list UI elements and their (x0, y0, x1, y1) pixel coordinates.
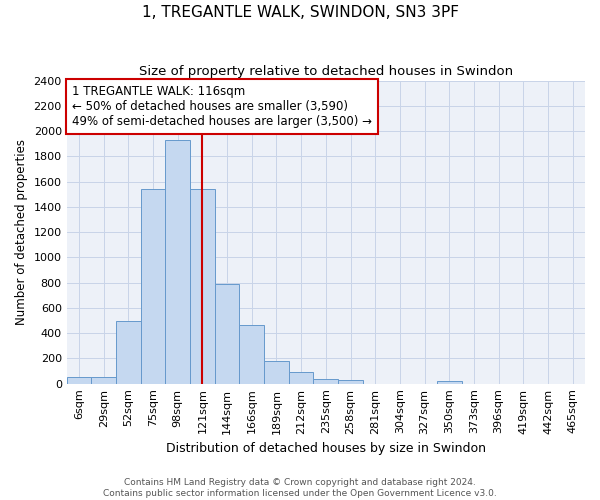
Bar (166, 140, 190, 384)
Text: 1 TREGANTLE WALK: 116sqm
← 50% of detached houses are smaller (3,590)
49% of sem: 1 TREGANTLE WALK: 116sqm ← 50% of detach… (72, 85, 372, 128)
Bar (264, 361, 289, 384)
Text: Contains HM Land Registry data © Crown copyright and database right 2024.
Contai: Contains HM Land Registry data © Crown c… (103, 478, 497, 498)
Bar (437, 381, 461, 384)
Bar (338, 380, 363, 384)
Bar (239, 325, 264, 384)
X-axis label: Distribution of detached houses by size in Swindon: Distribution of detached houses by size … (166, 442, 486, 455)
Bar (67, 376, 91, 384)
Y-axis label: Number of detached properties: Number of detached properties (15, 139, 28, 325)
Bar (190, 189, 215, 384)
Title: Size of property relative to detached houses in Swindon: Size of property relative to detached ho… (139, 65, 513, 78)
Text: 1, TREGANTLE WALK, SWINDON, SN3 3PF: 1, TREGANTLE WALK, SWINDON, SN3 3PF (142, 5, 458, 20)
Bar (313, 380, 338, 384)
Bar (141, 189, 166, 384)
Bar (215, 284, 239, 384)
Bar (289, 372, 313, 384)
Bar (91, 376, 116, 384)
Bar (116, 320, 141, 384)
